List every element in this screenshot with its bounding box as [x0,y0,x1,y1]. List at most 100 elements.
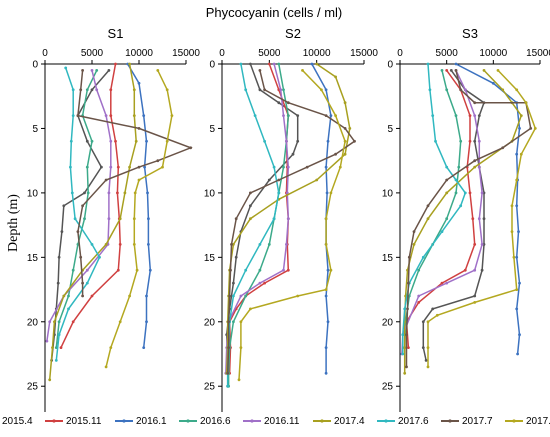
data-point [98,255,101,259]
data-point [454,62,458,66]
data-point [407,281,410,285]
data-point [428,88,432,92]
data-point [515,178,519,182]
data-point [123,191,127,195]
data-point [147,243,150,246]
series-line [228,63,290,374]
data-point [516,352,519,356]
data-point [267,62,271,66]
x-tick-label: 5000 [258,48,281,59]
data-point [132,217,136,221]
y-tick-label: 25 [382,382,394,393]
data-point [62,294,66,298]
data-point [107,217,111,221]
data-point [463,268,467,272]
legend-label: 2015.4 [2,416,33,427]
data-point [296,294,300,298]
x-tick-label: 15000 [526,48,550,59]
data-point [272,217,276,221]
data-point [407,255,411,259]
data-point [445,165,449,169]
data-point [69,165,72,169]
data-point [76,230,80,234]
x-tick-label: 15000 [350,48,378,59]
data-point [90,69,94,72]
y-tick-label: 10 [382,188,394,199]
data-point [315,62,319,66]
data-point [56,281,60,285]
data-point [286,101,290,105]
y-tick-label: 25 [204,382,216,393]
data-point [64,66,68,70]
data-point [445,217,449,221]
legend-marker [512,419,516,423]
data-point [454,114,458,117]
data-point [145,294,148,298]
data-point [86,191,90,195]
data-point [315,178,319,182]
y-tick-label: 25 [27,382,39,393]
chart-title: Phycocyanin (cells / ml) [206,5,343,20]
series-line [105,70,173,368]
data-point [128,165,132,169]
data-point [48,378,52,382]
series-2017-7 [405,69,533,369]
data-point [515,307,519,311]
data-point [529,126,533,130]
data-point [473,165,477,169]
series-line [225,63,351,374]
data-point [401,333,405,337]
data-point [480,243,484,246]
data-point [85,165,89,169]
data-point [277,62,281,66]
legend-marker [122,419,126,423]
data-point [267,178,271,182]
data-point [324,288,328,291]
series-line [60,63,121,348]
y-tick-label: 10 [27,188,39,199]
data-point [473,101,477,105]
data-point [519,152,523,156]
panel-s2: S2 0 5000 10000 15000 0 5 10 15 20 25 [204,26,378,412]
data-point [468,114,472,117]
series-2017-7 [226,69,356,375]
data-point [48,320,52,324]
series-line [427,69,537,367]
data-point [232,281,235,285]
data-point [445,178,449,182]
series-2016-1 [454,62,521,356]
series-2017-9 [237,69,347,382]
data-point [403,371,407,375]
data-point [401,352,405,356]
data-point [45,339,49,343]
data-point [296,139,300,143]
data-point [272,62,276,66]
data-point [114,139,117,143]
series-2015-11 [59,62,122,349]
data-point [227,346,231,349]
data-point [468,139,472,143]
data-point [473,294,477,298]
data-point [71,114,75,117]
data-point [463,88,467,92]
data-point [510,204,514,208]
data-point [244,268,248,272]
data-point [226,384,230,388]
series-line [227,63,290,387]
data-point [90,139,94,143]
data-point [445,88,449,92]
data-point [445,69,449,72]
data-point [237,378,241,382]
data-point [244,294,248,298]
data-point [145,320,148,324]
data-point [143,165,147,169]
data-point [69,139,73,143]
data-point [165,139,169,143]
data-point [424,359,428,362]
data-point [134,139,138,143]
y-tick-label: 0 [32,60,38,71]
data-point [137,81,141,85]
data-point [421,320,425,324]
data-point [496,69,500,72]
data-point [109,88,113,92]
